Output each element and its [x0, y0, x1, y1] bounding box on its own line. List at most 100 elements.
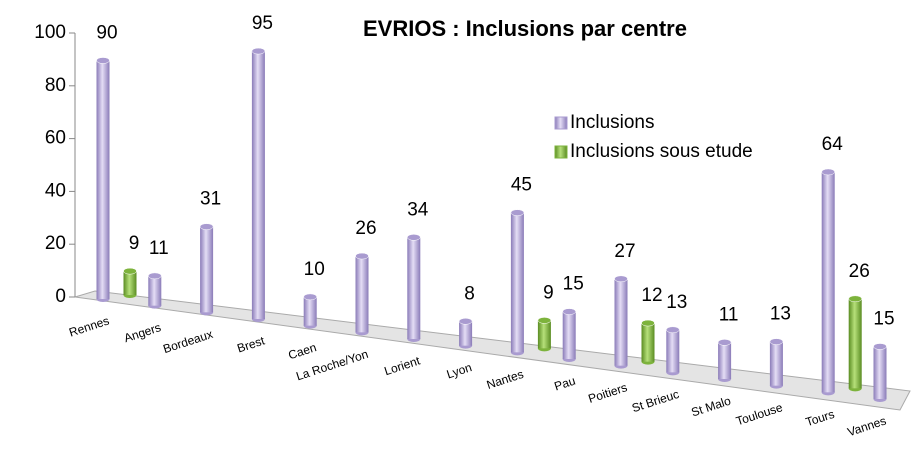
bar-body — [251, 51, 265, 319]
bar — [717, 339, 732, 382]
data-label: 13 — [666, 292, 687, 313]
bar-top — [537, 317, 552, 324]
bar-top — [873, 343, 887, 350]
x-tick-label: Lyon — [445, 360, 474, 381]
bar-top — [303, 293, 317, 301]
bar-body — [148, 275, 162, 306]
bar — [96, 57, 110, 302]
data-label: 31 — [200, 189, 221, 210]
bar — [123, 267, 137, 298]
bar — [148, 272, 162, 309]
legend-swatch — [554, 116, 568, 130]
legend-label: Inclusions sous etude — [570, 141, 753, 162]
bar-body — [355, 256, 369, 333]
x-tick-label: Tours — [804, 407, 836, 429]
data-label: 15 — [873, 309, 894, 330]
bar-top — [614, 275, 628, 283]
bar — [641, 319, 655, 365]
data-label: 13 — [770, 304, 791, 325]
x-tick-label: Bordeaux — [161, 327, 214, 356]
x-tick-label: Poitiers — [587, 380, 629, 406]
x-tick-label: Lorient — [382, 353, 422, 378]
data-label: 95 — [252, 13, 273, 34]
x-tick-label: Nantes — [485, 367, 525, 392]
bar — [458, 318, 473, 349]
bar-top — [848, 295, 862, 303]
data-label: 45 — [511, 175, 532, 196]
data-label: 34 — [407, 199, 429, 220]
bar-body — [666, 329, 680, 373]
bar-body — [614, 278, 628, 366]
bar-body — [407, 237, 421, 339]
bar-top — [821, 168, 835, 176]
x-tick-label: Angers — [122, 320, 162, 345]
x-tick-label: Pau — [552, 374, 577, 394]
bar — [510, 209, 525, 356]
bar — [355, 252, 369, 336]
bar — [821, 168, 835, 396]
bar-body — [510, 212, 524, 353]
x-tick-label: Toulouse — [734, 400, 784, 428]
bar-body — [769, 341, 783, 386]
bar — [303, 293, 317, 329]
bar — [407, 234, 421, 342]
data-label: 10 — [304, 259, 325, 280]
bar-top — [458, 318, 473, 325]
y-tick-label: 100 — [34, 22, 66, 43]
bar-body — [821, 171, 835, 393]
bar-top — [199, 223, 214, 230]
data-label: 9 — [543, 282, 554, 303]
legend-swatch — [554, 145, 568, 159]
x-tick-label: St Malo — [689, 393, 732, 419]
bar — [614, 275, 628, 369]
bar-body — [641, 323, 655, 362]
y-tick-label: 60 — [45, 128, 66, 149]
data-label: 11 — [149, 238, 169, 259]
data-label: 27 — [614, 241, 635, 262]
bar — [562, 308, 576, 362]
chart-title: EVRIOS : Inclusions par centre — [363, 16, 687, 41]
bar-top — [562, 308, 576, 315]
bar-top — [641, 319, 655, 327]
data-label: 11 — [719, 304, 739, 325]
legend-label: Inclusions — [570, 112, 655, 133]
bar-body — [718, 342, 732, 379]
bar-top — [355, 252, 369, 260]
bar-body — [96, 60, 110, 299]
y-tick-label: 40 — [45, 180, 66, 201]
bar-top — [123, 267, 137, 275]
x-tick-label: Rennes — [67, 314, 111, 340]
bar-top — [407, 234, 421, 241]
data-label: 12 — [641, 285, 662, 306]
bar-body — [200, 226, 214, 313]
bar-top — [769, 338, 784, 345]
bar — [251, 47, 266, 322]
bar — [873, 343, 887, 402]
data-label: 26 — [849, 261, 870, 282]
bar-top — [666, 326, 680, 334]
bar-body — [848, 298, 862, 389]
bar-top — [717, 339, 732, 346]
bar-top — [148, 272, 162, 280]
data-label: 9 — [129, 233, 140, 254]
data-label: 26 — [355, 218, 376, 239]
bar — [848, 295, 862, 392]
x-tick-label: Vannes — [846, 414, 888, 440]
bar — [537, 317, 552, 352]
bar-body — [562, 311, 576, 359]
bar — [199, 223, 214, 316]
bar-top — [510, 209, 525, 216]
bar-top — [96, 57, 110, 64]
x-tick-label: Caen — [286, 340, 318, 362]
x-tick-label: Brest — [235, 333, 267, 355]
bar — [769, 338, 784, 389]
data-label: 64 — [822, 134, 844, 155]
x-tick-label: St Brieuc — [630, 387, 681, 415]
y-tick-label: 0 — [55, 286, 66, 307]
data-label: 8 — [464, 283, 475, 304]
bar-body — [873, 346, 887, 399]
data-label: 90 — [96, 23, 117, 44]
bar-top — [251, 47, 266, 55]
y-tick-label: 80 — [45, 75, 66, 96]
